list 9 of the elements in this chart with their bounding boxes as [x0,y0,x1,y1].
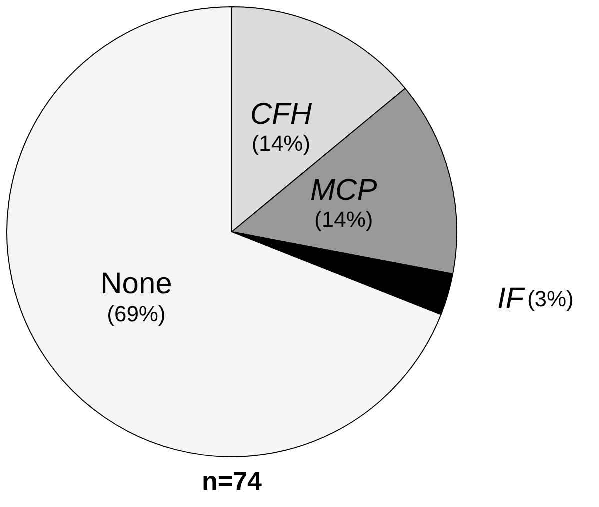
slice-label: MCP [310,174,378,207]
slice-label: None [100,267,172,300]
slice-label: CFH [250,98,312,131]
data-label: (69%) [107,301,166,326]
text: n=74 [202,466,263,496]
data-label: (3%) [527,286,574,312]
data-label: (14%) [252,130,311,156]
slice-label: IF [497,282,526,316]
data-label: (14%) [314,206,374,232]
